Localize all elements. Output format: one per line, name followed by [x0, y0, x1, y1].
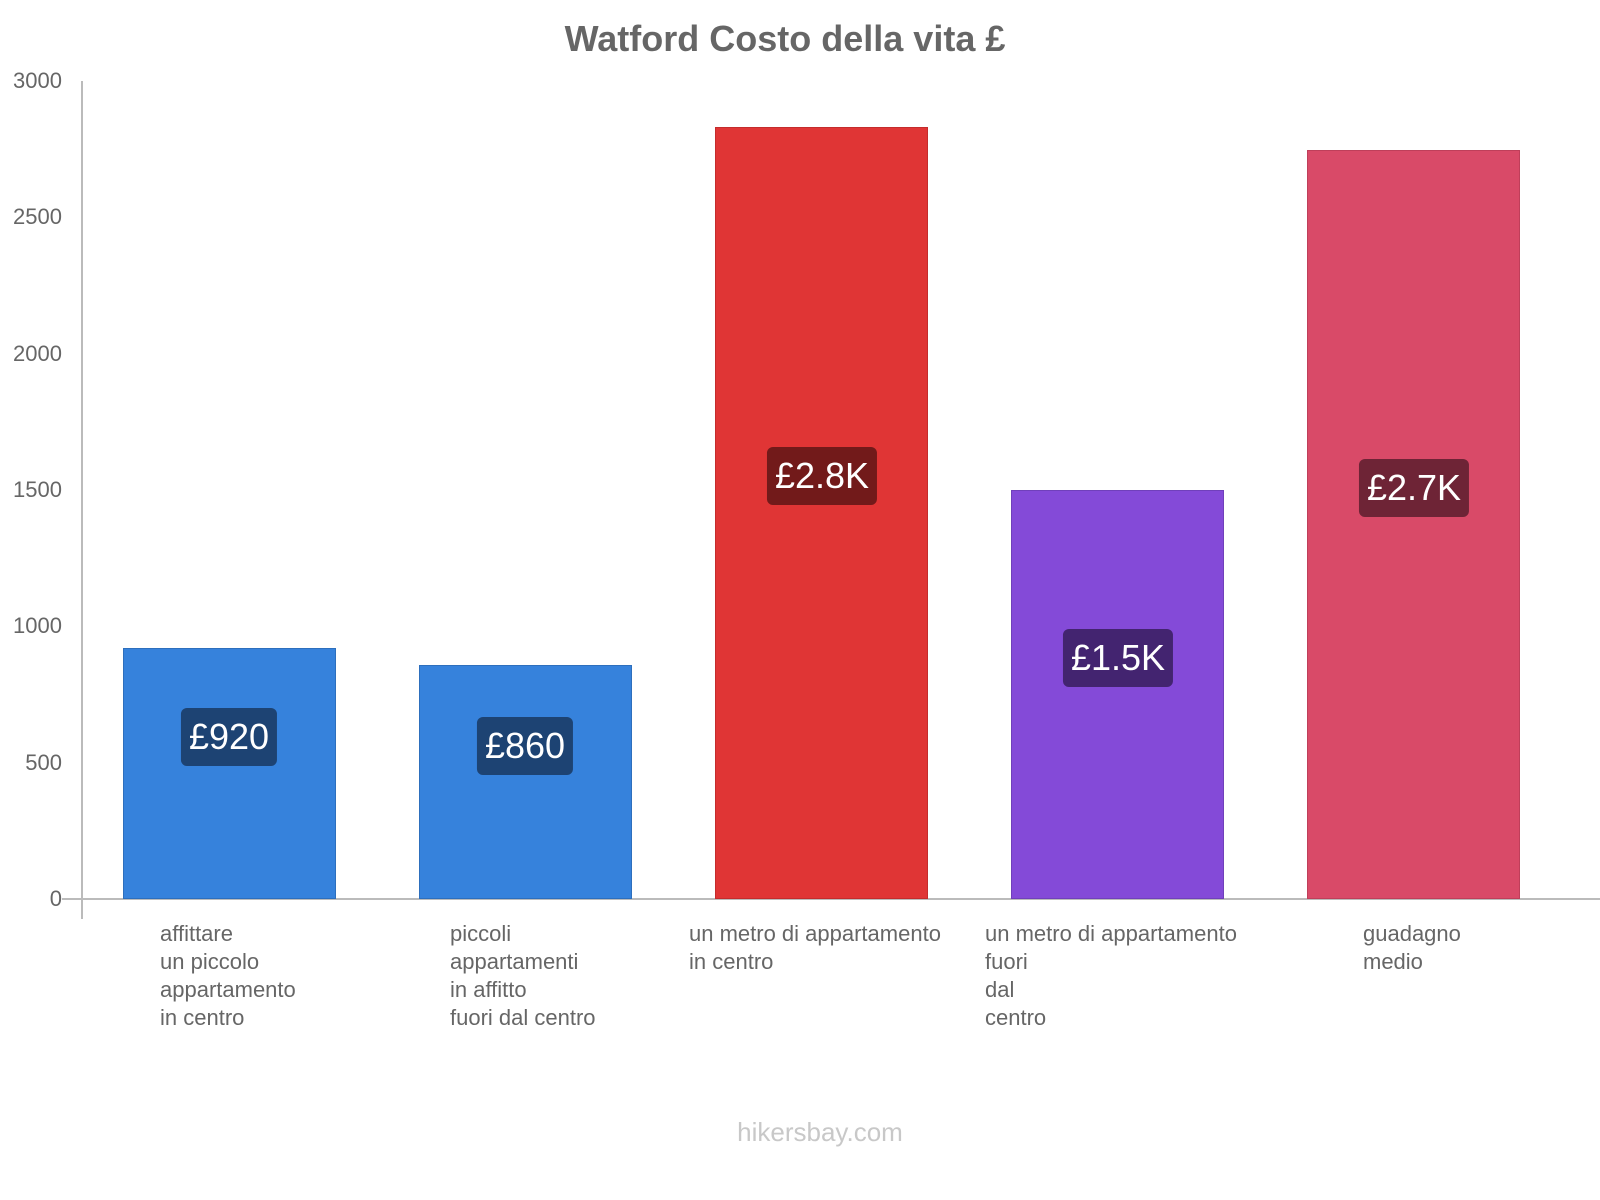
- x-label-metro-centro: un metro di appartamento in centro: [689, 921, 941, 974]
- x-label-guadagno-medio: guadagno medio: [1363, 921, 1461, 974]
- x-label-affittare-centro: affittare un piccolo appartamento in cen…: [160, 921, 296, 1030]
- y-tick-1000: 1000: [13, 613, 62, 638]
- bar-metro-fuori-centro[interactable]: [1011, 490, 1224, 899]
- value-label-guadagno-medio: £2.7K: [1358, 459, 1470, 517]
- y-tick-0: 0: [49, 886, 62, 911]
- y-tick-3000: 3000: [13, 68, 62, 93]
- bar-affittare-centro[interactable]: [123, 648, 336, 899]
- chart-title: Watford Costo della vita £: [564, 18, 1006, 59]
- x-label-affitto-fuori-centro: piccoli appartamenti in affitto fuori da…: [450, 921, 596, 1030]
- y-tick-2500: 2500: [13, 204, 62, 229]
- bar-guadagno-medio[interactable]: [1307, 150, 1520, 899]
- x-label-metro-fuori-centro: un metro di appartamento fuori dal centr…: [985, 921, 1237, 1030]
- footer-watermark: hikersbay.com: [737, 1117, 903, 1147]
- value-label-metro-centro: £2.8K: [766, 447, 878, 505]
- bar-metro-centro[interactable]: [715, 127, 928, 899]
- y-axis-line: [81, 81, 83, 919]
- y-tick-500: 500: [25, 750, 62, 775]
- bar-affitto-fuori-centro[interactable]: [419, 665, 632, 899]
- value-label-affitto-fuori-centro: £860: [476, 717, 574, 775]
- y-tick-1500: 1500: [13, 477, 62, 502]
- value-label-affittare-centro: £920: [180, 708, 278, 766]
- y-tick-2000: 2000: [13, 341, 62, 366]
- x-axis-line: [62, 898, 1600, 900]
- value-label-metro-fuori-centro: £1.5K: [1062, 629, 1174, 687]
